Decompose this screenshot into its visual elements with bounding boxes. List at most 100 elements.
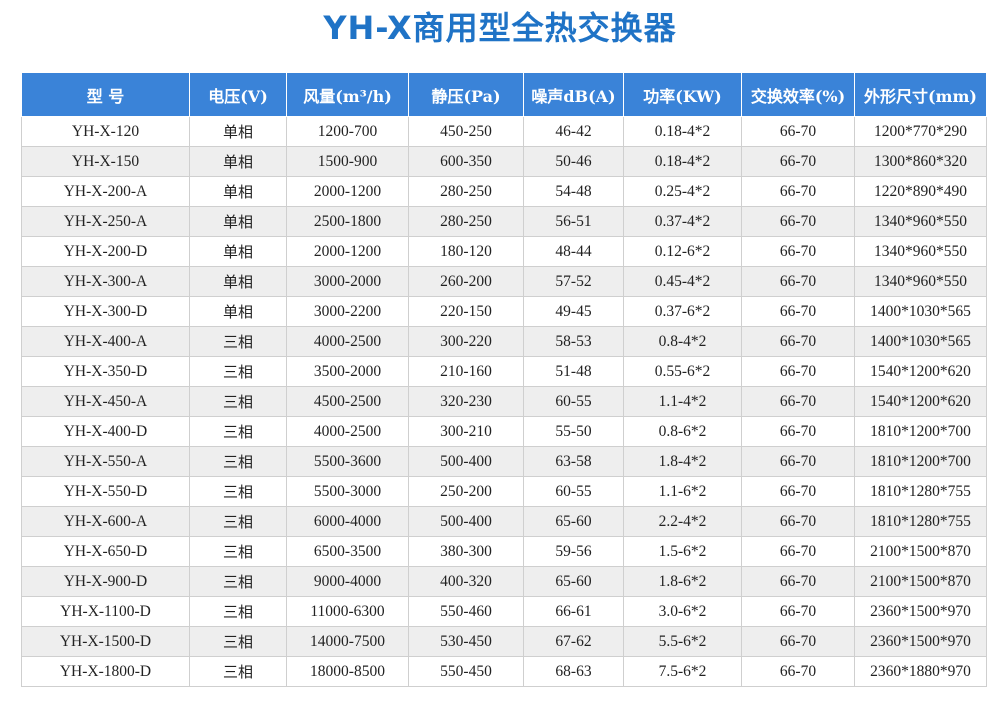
cell-noise: 65-60 bbox=[523, 566, 624, 597]
cell-airflow: 18000-8500 bbox=[286, 656, 409, 687]
cell-efficiency: 66-70 bbox=[741, 626, 855, 657]
cell-static-pressure: 500-400 bbox=[408, 446, 524, 477]
cell-noise: 51-48 bbox=[523, 356, 624, 387]
header-model: 型 号 bbox=[21, 72, 190, 117]
cell-noise: 66-61 bbox=[523, 596, 624, 627]
cell-noise: 63-58 bbox=[523, 446, 624, 477]
cell-model: YH-X-550-A bbox=[21, 446, 190, 477]
cell-dimensions: 1810*1280*755 bbox=[854, 506, 987, 537]
table-row: YH-X-900-D 三相 9000-4000 400-320 65-60 1.8-6*2… bbox=[21, 566, 987, 597]
table-row: YH-X-1800-D 三相 18000-8500 550-450 68-63 7.5-6… bbox=[21, 656, 987, 687]
cell-model: YH-X-600-A bbox=[21, 506, 190, 537]
cell-model: YH-X-900-D bbox=[21, 566, 190, 597]
cell-voltage: 三相 bbox=[189, 356, 287, 387]
cell-efficiency: 66-70 bbox=[741, 566, 855, 597]
cell-voltage: 三相 bbox=[189, 506, 287, 537]
cell-noise: 60-55 bbox=[523, 476, 624, 507]
header-dimensions: 外形尺寸(mm) bbox=[854, 72, 987, 117]
cell-dimensions: 1540*1200*620 bbox=[854, 356, 987, 387]
spec-table: 型 号 电压(V) 风量(m³/h) 静压(Pa) 噪声dB(A) 功率(KW)… bbox=[21, 72, 987, 687]
cell-voltage: 三相 bbox=[189, 566, 287, 597]
cell-model: YH-X-650-D bbox=[21, 536, 190, 567]
cell-noise: 50-46 bbox=[523, 146, 624, 177]
cell-airflow: 1500-900 bbox=[286, 146, 409, 177]
table-row: YH-X-200-A 单相 2000-1200 280-250 54-48 0.25-4*… bbox=[21, 176, 987, 207]
cell-efficiency: 66-70 bbox=[741, 656, 855, 687]
cell-noise: 49-45 bbox=[523, 296, 624, 327]
cell-voltage: 三相 bbox=[189, 626, 287, 657]
cell-efficiency: 66-70 bbox=[741, 206, 855, 237]
table-row: YH-X-550-A 三相 5500-3600 500-400 63-58 1.8-4*2… bbox=[21, 446, 987, 477]
cell-power: 0.25-4*2 bbox=[623, 176, 742, 207]
cell-power: 1.8-4*2 bbox=[623, 446, 742, 477]
cell-airflow: 1200-700 bbox=[286, 116, 409, 147]
table-row: YH-X-300-D 单相 3000-2200 220-150 49-45 0.37-6*… bbox=[21, 296, 987, 327]
table-row: YH-X-120 单相 1200-700 450-250 46-42 0.18-4*2 66… bbox=[21, 116, 987, 147]
cell-efficiency: 66-70 bbox=[741, 386, 855, 417]
table-body: YH-X-120 单相 1200-700 450-250 46-42 0.18-4*2 66… bbox=[21, 116, 987, 687]
cell-model: YH-X-450-A bbox=[21, 386, 190, 417]
cell-static-pressure: 400-320 bbox=[408, 566, 524, 597]
header-airflow: 风量(m³/h) bbox=[286, 72, 409, 117]
cell-static-pressure: 450-250 bbox=[408, 116, 524, 147]
cell-model: YH-X-1500-D bbox=[21, 626, 190, 657]
cell-model: YH-X-300-A bbox=[21, 266, 190, 297]
cell-airflow: 4500-2500 bbox=[286, 386, 409, 417]
cell-airflow: 11000-6300 bbox=[286, 596, 409, 627]
cell-power: 7.5-6*2 bbox=[623, 656, 742, 687]
cell-power: 0.8-6*2 bbox=[623, 416, 742, 447]
cell-model: YH-X-1100-D bbox=[21, 596, 190, 627]
cell-dimensions: 1200*770*290 bbox=[854, 116, 987, 147]
cell-power: 0.45-4*2 bbox=[623, 266, 742, 297]
table-row: YH-X-1100-D 三相 11000-6300 550-460 66-61 3.0-6… bbox=[21, 596, 987, 627]
cell-efficiency: 66-70 bbox=[741, 116, 855, 147]
cell-static-pressure: 320-230 bbox=[408, 386, 524, 417]
cell-airflow: 2000-1200 bbox=[286, 176, 409, 207]
cell-dimensions: 1220*890*490 bbox=[854, 176, 987, 207]
cell-voltage: 单相 bbox=[189, 206, 287, 237]
cell-efficiency: 66-70 bbox=[741, 596, 855, 627]
cell-static-pressure: 530-450 bbox=[408, 626, 524, 657]
table-row: YH-X-300-A 单相 3000-2000 260-200 57-52 0.45-4*… bbox=[21, 266, 987, 297]
cell-airflow: 6000-4000 bbox=[286, 506, 409, 537]
cell-model: YH-X-200-D bbox=[21, 236, 190, 267]
cell-airflow: 9000-4000 bbox=[286, 566, 409, 597]
cell-static-pressure: 180-120 bbox=[408, 236, 524, 267]
cell-dimensions: 2360*1880*970 bbox=[854, 656, 987, 687]
cell-power: 1.8-6*2 bbox=[623, 566, 742, 597]
table-row: YH-X-550-D 三相 5500-3000 250-200 60-55 1.1-6*2… bbox=[21, 476, 987, 507]
cell-noise: 46-42 bbox=[523, 116, 624, 147]
cell-model: YH-X-400-A bbox=[21, 326, 190, 357]
cell-dimensions: 1400*1030*565 bbox=[854, 296, 987, 327]
cell-power: 2.2-4*2 bbox=[623, 506, 742, 537]
cell-power: 0.12-6*2 bbox=[623, 236, 742, 267]
cell-power: 1.1-4*2 bbox=[623, 386, 742, 417]
cell-dimensions: 2100*1500*870 bbox=[854, 536, 987, 567]
cell-static-pressure: 380-300 bbox=[408, 536, 524, 567]
cell-dimensions: 1810*1280*755 bbox=[854, 476, 987, 507]
cell-model: YH-X-150 bbox=[21, 146, 190, 177]
cell-model: YH-X-120 bbox=[21, 116, 190, 147]
cell-power: 1.5-6*2 bbox=[623, 536, 742, 567]
table-row: YH-X-150 单相 1500-900 600-350 50-46 0.18-4*2 66… bbox=[21, 146, 987, 177]
cell-voltage: 三相 bbox=[189, 596, 287, 627]
cell-power: 0.18-4*2 bbox=[623, 116, 742, 147]
cell-voltage: 单相 bbox=[189, 236, 287, 267]
cell-power: 0.8-4*2 bbox=[623, 326, 742, 357]
cell-airflow: 2500-1800 bbox=[286, 206, 409, 237]
cell-efficiency: 66-70 bbox=[741, 506, 855, 537]
cell-model: YH-X-250-A bbox=[21, 206, 190, 237]
cell-voltage: 单相 bbox=[189, 176, 287, 207]
page-title: YH-X商用型全热交换器 bbox=[323, 9, 677, 47]
cell-voltage: 单相 bbox=[189, 266, 287, 297]
cell-airflow: 14000-7500 bbox=[286, 626, 409, 657]
cell-airflow: 3000-2000 bbox=[286, 266, 409, 297]
cell-voltage: 三相 bbox=[189, 446, 287, 477]
cell-efficiency: 66-70 bbox=[741, 476, 855, 507]
cell-static-pressure: 550-450 bbox=[408, 656, 524, 687]
table-row: YH-X-1500-D 三相 14000-7500 530-450 67-62 5.5-6… bbox=[21, 626, 987, 657]
cell-dimensions: 1340*960*550 bbox=[854, 236, 987, 267]
cell-static-pressure: 600-350 bbox=[408, 146, 524, 177]
cell-efficiency: 66-70 bbox=[741, 236, 855, 267]
table-row: YH-X-200-D 单相 2000-1200 180-120 48-44 0.12-6*… bbox=[21, 236, 987, 267]
